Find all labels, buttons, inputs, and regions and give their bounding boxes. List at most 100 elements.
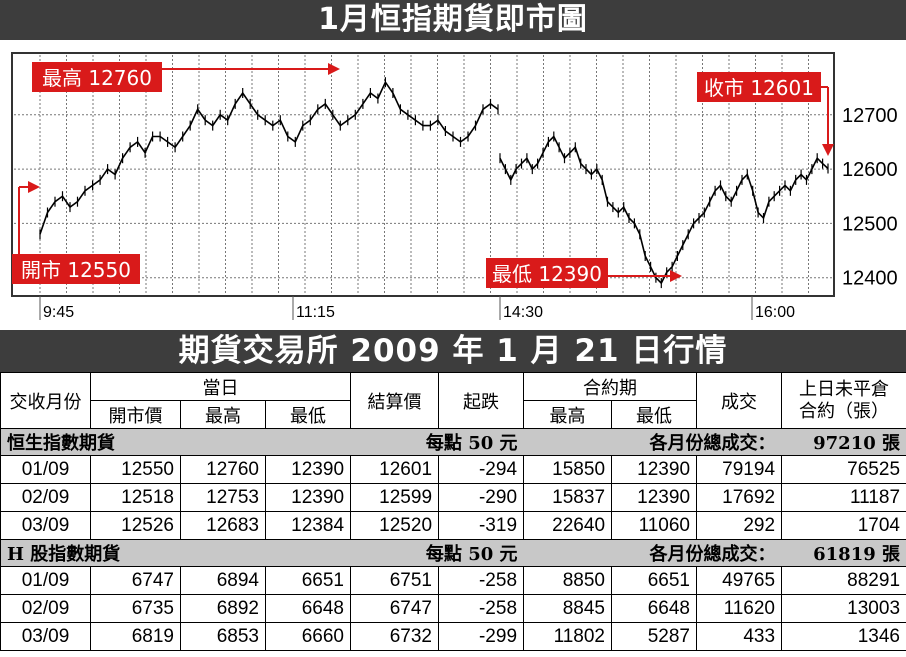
cell-open: 6735 xyxy=(90,594,181,623)
cell-contract-high: 15837 xyxy=(523,483,613,512)
close-label: 收市 12601 xyxy=(704,76,814,100)
cell-contract-high: 8850 xyxy=(523,566,613,595)
cell-change: -290 xyxy=(438,483,525,512)
x-axis-labels: 9:45 11:15 14:30 16:00 xyxy=(39,296,795,321)
x-tick-label: 11:15 xyxy=(296,304,335,321)
cell-open: 12550 xyxy=(90,455,181,484)
cell-settle: 12520 xyxy=(350,511,440,540)
y-axis-labels: 12400 12500 12600 12700 xyxy=(842,105,898,290)
cell-high: 12683 xyxy=(180,511,266,540)
chart-title: 1月恒指期貨即市圖 xyxy=(0,0,906,40)
cell-contract-low: 5287 xyxy=(611,622,698,651)
cell-month: 02/09 xyxy=(0,483,91,512)
cell-contract-high: 11802 xyxy=(523,622,613,651)
cell-open: 12518 xyxy=(90,483,181,512)
header-contract-high: 最高 xyxy=(523,400,613,429)
cell-contract-high: 8845 xyxy=(523,594,613,623)
cell-month: 01/09 xyxy=(0,566,91,595)
market-subtitle: 期貨交易所 2009 年 1 月 21 日行情 xyxy=(0,330,906,372)
y-tick-label: 12600 xyxy=(842,159,898,181)
open-annotation: 開市 12550 xyxy=(12,181,140,284)
cell-open-interest: 88291 xyxy=(781,566,906,595)
open-label: 開市 12550 xyxy=(21,258,131,282)
cell-low: 12390 xyxy=(264,483,352,512)
cell-open-interest: 1346 xyxy=(781,622,906,651)
low-annotation: 最低 12390 xyxy=(486,258,682,288)
table-row: 02/09 6735 6892 6648 6747 -258 8845 6648… xyxy=(0,594,906,623)
header-change: 起跌 xyxy=(438,372,525,429)
high-label: 最高 12760 xyxy=(42,66,152,90)
header-month: 交收月份 xyxy=(0,372,91,429)
cell-low: 12390 xyxy=(264,455,352,484)
cell-low: 6648 xyxy=(264,594,352,623)
header-low: 最低 xyxy=(264,400,352,429)
section-total-label: 各月份總成交： xyxy=(523,428,782,456)
cell-low: 6660 xyxy=(264,622,352,651)
cell-open-interest: 1704 xyxy=(781,511,906,540)
table-row: 03/09 12526 12683 12384 12520 -319 22640… xyxy=(0,511,906,540)
cell-high: 6892 xyxy=(180,594,266,623)
cell-volume: 292 xyxy=(696,511,783,540)
cell-volume: 11620 xyxy=(696,594,783,623)
cell-open-interest: 76525 xyxy=(781,455,906,484)
cell-high: 12760 xyxy=(180,455,266,484)
header-high: 最高 xyxy=(180,400,266,429)
x-tick-label: 14:30 xyxy=(503,304,543,321)
cell-high: 12753 xyxy=(180,483,266,512)
section-name: H 股指數期貨 xyxy=(0,539,266,567)
header-volume: 成交 xyxy=(696,372,783,429)
cell-high: 6853 xyxy=(180,622,266,651)
header-contract-low: 最低 xyxy=(611,400,698,429)
section-per-point: 每點 50 元 xyxy=(265,539,524,567)
cell-open-interest: 13003 xyxy=(781,594,906,623)
x-tick-label: 16:00 xyxy=(755,304,795,321)
header-oi-line2: 合約（張） xyxy=(799,400,890,422)
cell-month: 01/09 xyxy=(0,455,91,484)
cell-settle: 6732 xyxy=(350,622,440,651)
cell-settle: 6751 xyxy=(350,566,440,595)
cell-settle: 12599 xyxy=(350,483,440,512)
cell-change: -319 xyxy=(438,511,525,540)
cell-settle: 12601 xyxy=(350,455,440,484)
close-annotation: 收市 12601 xyxy=(697,72,834,156)
cell-contract-low: 6651 xyxy=(611,566,698,595)
table-row: 01/09 12550 12760 12390 12601 -294 15850… xyxy=(0,455,906,484)
price-line-afternoon xyxy=(499,135,829,285)
cell-open-interest: 11187 xyxy=(781,483,906,512)
cell-change: -258 xyxy=(438,566,525,595)
section-header-hsi: 恒生指數期貨 每點 50 元 各月份總成交： 97210 張 xyxy=(0,428,906,456)
plot-frame xyxy=(11,52,835,297)
cell-contract-high: 15850 xyxy=(523,455,613,484)
header-oi-line1: 上日未平倉 xyxy=(799,378,890,400)
cell-volume: 49765 xyxy=(696,566,783,595)
table-row: 02/09 12518 12753 12390 12599 -290 15837… xyxy=(0,483,906,512)
cell-open: 6747 xyxy=(90,566,181,595)
header-settle: 結算價 xyxy=(350,372,440,429)
y-tick-label: 12500 xyxy=(842,213,898,235)
header-row-1: 交收月份 當日 結算價 起跌 合約期 成交 上日未平倉 合約（張） xyxy=(0,372,906,429)
cell-volume: 79194 xyxy=(696,455,783,484)
header-contract: 合約期 xyxy=(523,372,698,401)
cell-contract-high: 22640 xyxy=(523,511,613,540)
header-row-2: 開市價 最高 最低 最高 最低 xyxy=(1,400,906,429)
cell-month: 03/09 xyxy=(0,511,91,540)
cell-month: 02/09 xyxy=(0,594,91,623)
y-tick-label: 12700 xyxy=(842,105,898,127)
x-tick-label: 9:45 xyxy=(43,304,74,321)
section-total: 61819 張 xyxy=(781,539,906,567)
table-row: 03/09 6819 6853 6660 6732 -299 11802 528… xyxy=(0,622,906,651)
cell-contract-low: 12390 xyxy=(611,455,698,484)
section-total: 97210 張 xyxy=(781,428,906,456)
cell-low: 6651 xyxy=(264,566,352,595)
cell-high: 6894 xyxy=(180,566,266,595)
futures-table: 交收月份 當日 結算價 起跌 合約期 成交 上日未平倉 合約（張） 開市價 最高… xyxy=(0,372,906,651)
high-annotation: 最高 12760 xyxy=(32,62,340,92)
cell-settle: 6747 xyxy=(350,594,440,623)
cell-change: -299 xyxy=(438,622,525,651)
grid-lines xyxy=(14,55,832,294)
low-label: 最低 12390 xyxy=(492,262,602,286)
section-name: 恒生指數期貨 xyxy=(0,428,266,456)
cell-open: 6819 xyxy=(90,622,181,651)
section-header-hshares: H 股指數期貨 每點 50 元 各月份總成交： 61819 張 xyxy=(0,539,906,567)
cell-month: 03/09 xyxy=(0,622,91,651)
